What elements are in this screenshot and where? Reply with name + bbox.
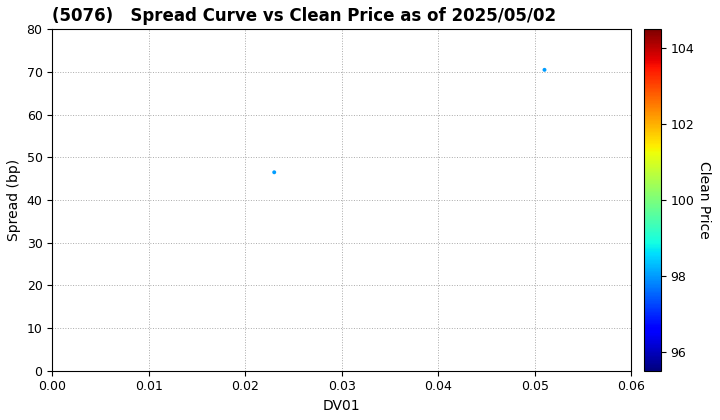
X-axis label: DV01: DV01 [323,399,361,413]
Point [539,66,550,73]
Point [269,169,280,176]
Y-axis label: Clean Price: Clean Price [697,161,711,239]
Y-axis label: Spread (bp): Spread (bp) [7,159,21,241]
Text: (5076)   Spread Curve vs Clean Price as of 2025/05/02: (5076) Spread Curve vs Clean Price as of… [53,7,557,25]
